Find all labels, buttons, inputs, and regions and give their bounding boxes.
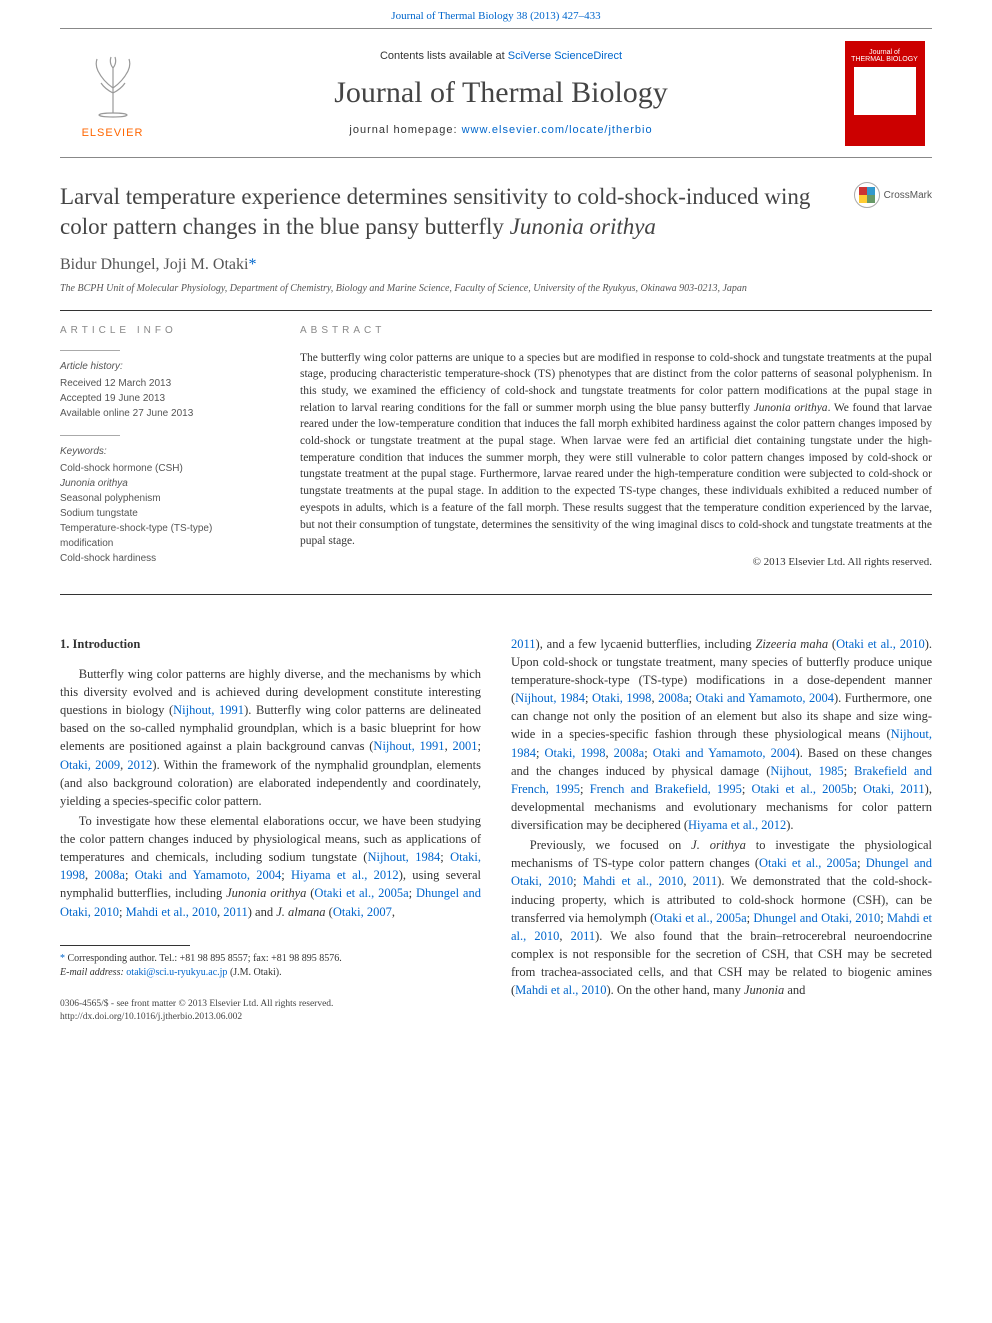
keyword: Junonia orithya bbox=[60, 476, 260, 491]
top-journal-link[interactable]: Journal of Thermal Biology 38 (2013) 427… bbox=[391, 10, 600, 22]
journal-name: Journal of Thermal Biology bbox=[334, 76, 668, 110]
doi-link[interactable]: http://dx.doi.org/10.1016/j.jtherbio.201… bbox=[60, 1012, 242, 1022]
accepted-date: Accepted 19 June 2013 bbox=[60, 391, 260, 406]
paragraph: 2011), and a few lycaenid butterflies, i… bbox=[511, 635, 932, 834]
keyword: Sodium tungstate bbox=[60, 506, 260, 521]
cover-thumbnail: Journal ofTHERMAL BIOLOGY bbox=[845, 41, 925, 146]
info-divider bbox=[60, 350, 120, 351]
crossmark-badge[interactable]: CrossMark bbox=[854, 182, 932, 208]
abstract-copyright: © 2013 Elsevier Ltd. All rights reserved… bbox=[300, 556, 932, 568]
journal-homepage: journal homepage: www.elsevier.com/locat… bbox=[349, 124, 652, 136]
abstract-header: ABSTRACT bbox=[300, 325, 932, 336]
elsevier-logo: ELSEVIER bbox=[60, 29, 165, 157]
article-info: ARTICLE INFO Article history: Received 1… bbox=[60, 325, 260, 580]
article-title: Larval temperature experience determines… bbox=[60, 182, 834, 242]
received-date: Received 12 March 2013 bbox=[60, 376, 260, 391]
paragraph: Butterfly wing color patterns are highly… bbox=[60, 665, 481, 810]
column-left: 1. Introduction Butterfly wing color pat… bbox=[60, 635, 481, 1024]
contents-available: Contents lists available at SciVerse Sci… bbox=[380, 50, 622, 62]
top-journal-citation: Journal of Thermal Biology 38 (2013) 427… bbox=[0, 0, 992, 28]
keyword: Cold-shock hormone (CSH) bbox=[60, 461, 260, 476]
keyword: Cold-shock hardiness bbox=[60, 551, 260, 566]
history-label: Article history: bbox=[60, 359, 260, 374]
sciencedirect-link[interactable]: SciVerse ScienceDirect bbox=[508, 50, 622, 62]
email-link[interactable]: otaki@sci.u-ryukyu.ac.jp bbox=[126, 967, 227, 978]
homepage-link[interactable]: www.elsevier.com/locate/jtherbio bbox=[462, 124, 653, 136]
front-matter-info: 0306-4565/$ - see front matter © 2013 El… bbox=[60, 998, 481, 1025]
keyword: Temperature-shock-type (TS-type) modific… bbox=[60, 521, 260, 551]
column-right: 2011), and a few lycaenid butterflies, i… bbox=[511, 635, 932, 1024]
crossmark-icon bbox=[854, 182, 880, 208]
abstract: ABSTRACT The butterfly wing color patter… bbox=[300, 325, 932, 580]
article-info-header: ARTICLE INFO bbox=[60, 325, 260, 336]
journal-cover: Journal ofTHERMAL BIOLOGY bbox=[837, 29, 932, 157]
footnote-divider bbox=[60, 945, 190, 946]
affiliation: The BCPH Unit of Molecular Physiology, D… bbox=[60, 282, 932, 296]
online-date: Available online 27 June 2013 bbox=[60, 406, 260, 421]
divider bbox=[60, 594, 932, 595]
paragraph: To investigate how these elemental elabo… bbox=[60, 812, 481, 921]
journal-header-bar: ELSEVIER Contents lists available at Sci… bbox=[60, 28, 932, 158]
corresponding-author-footnote: * Corresponding author. Tel.: +81 98 895… bbox=[60, 952, 481, 980]
authors: Bidur Dhungel, Joji M. Otaki* bbox=[60, 256, 932, 274]
section-header: 1. Introduction bbox=[60, 635, 481, 653]
elsevier-text: ELSEVIER bbox=[82, 127, 144, 139]
keyword: Seasonal polyphenism bbox=[60, 491, 260, 506]
keywords-label: Keywords: bbox=[60, 444, 260, 459]
abstract-text: The butterfly wing color patterns are un… bbox=[300, 350, 932, 550]
header-center: Contents lists available at SciVerse Sci… bbox=[165, 29, 837, 157]
info-divider bbox=[60, 435, 120, 436]
elsevier-tree-icon bbox=[78, 48, 148, 123]
body-text: 1. Introduction Butterfly wing color pat… bbox=[60, 635, 932, 1024]
paragraph: Previously, we focused on J. orithya to … bbox=[511, 836, 932, 999]
divider bbox=[60, 310, 932, 311]
